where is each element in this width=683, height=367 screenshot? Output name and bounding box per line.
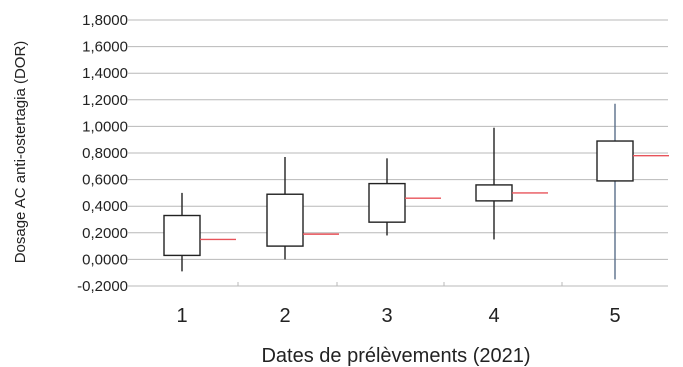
x-tick-label: 1 bbox=[176, 305, 187, 327]
y-tick-label: 0,4000 bbox=[82, 198, 128, 215]
y-tick-label: 0,2000 bbox=[82, 225, 128, 242]
box-group-2 bbox=[266, 156, 339, 260]
boxplot-series bbox=[163, 103, 669, 280]
y-tick-label: 1,8000 bbox=[82, 12, 128, 29]
box bbox=[368, 182, 406, 223]
y-tick-labels: -0,2000 0,0000 0,2000 0,4000 0,6000 0,8000 1,0… bbox=[77, 12, 128, 295]
y-tick-label: -0,2000 bbox=[77, 278, 128, 295]
y-tick-label: 0,6000 bbox=[82, 172, 128, 189]
box-group-4 bbox=[475, 127, 548, 240]
box bbox=[163, 214, 201, 257]
y-tick-label: 1,0000 bbox=[82, 118, 128, 135]
y-tick-label: 1,4000 bbox=[82, 65, 128, 82]
x-axis-label: Dates de prélèvements (2021) bbox=[261, 345, 530, 367]
y-axis-label: Dosage AC anti-ostertagia (DOR) bbox=[12, 41, 29, 264]
x-tick-label: 4 bbox=[488, 305, 499, 327]
box-group-1 bbox=[163, 192, 236, 272]
box-group-5 bbox=[596, 103, 669, 280]
y-tick-label: 1,2000 bbox=[82, 92, 128, 109]
y-tick-label: 0,0000 bbox=[82, 251, 128, 268]
box bbox=[266, 193, 304, 247]
grid-lines bbox=[128, 19, 668, 287]
box bbox=[596, 140, 634, 182]
x-tick-labels: 1 2 3 4 5 bbox=[176, 305, 620, 327]
x-tick-label: 2 bbox=[279, 305, 290, 327]
x-tick-label: 5 bbox=[609, 305, 620, 327]
box-group-3 bbox=[368, 158, 441, 236]
box bbox=[475, 184, 513, 202]
y-tick-label: 1,6000 bbox=[82, 39, 128, 56]
x-tick-label: 3 bbox=[381, 305, 392, 327]
y-tick-label: 0,8000 bbox=[82, 145, 128, 162]
